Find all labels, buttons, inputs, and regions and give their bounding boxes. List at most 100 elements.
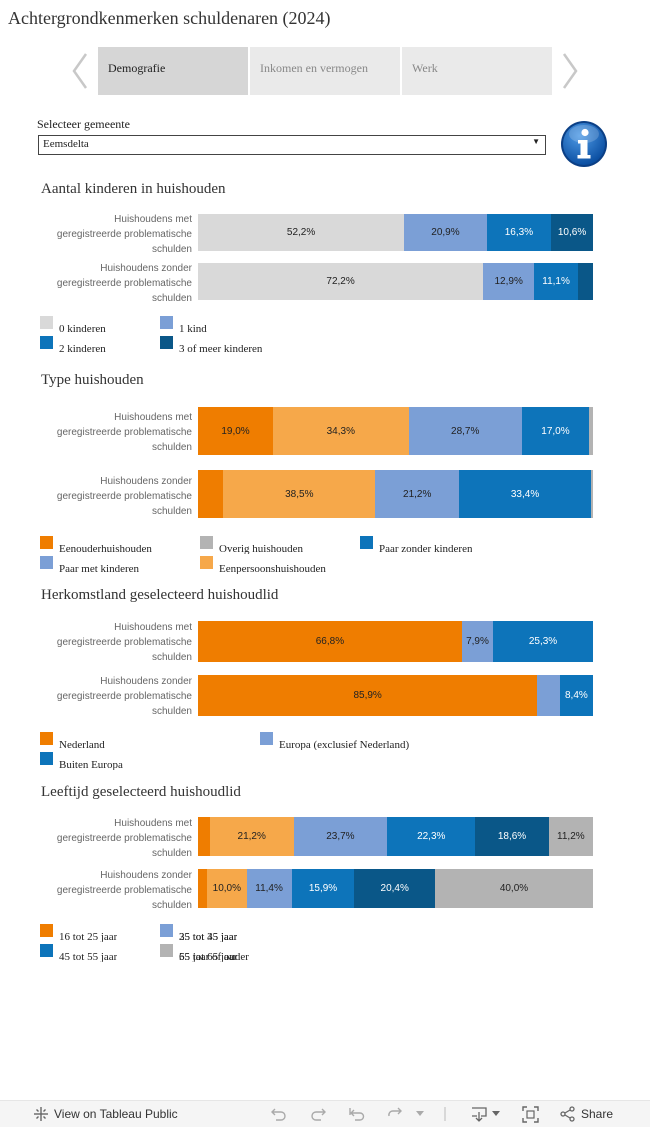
bar-segment-65-jaar-of-ouder[interactable]: 40,0% (435, 869, 593, 908)
row-label: Huishoudens zonder geregistreerde problem… (56, 476, 192, 517)
chart-title: Herkomstland geselecteerd huishoudlid (41, 587, 279, 603)
legend-label: 1 kind (179, 323, 207, 334)
legend-swatch (40, 336, 53, 349)
bar-segment-europa-exclusief-nederland[interactable]: 7,9% (461, 621, 494, 662)
bar-segment-65-jaar-of-ouder[interactable]: 11,2% (548, 817, 593, 856)
bar-segment-35-tot-45-jaar[interactable]: 23,7% (293, 817, 388, 856)
bar-segment-55-tot-65-jaar[interactable]: 18,6% (475, 817, 549, 856)
download-dropdown-icon[interactable] (492, 1105, 500, 1123)
bar-segment-25-tot-35-jaar[interactable]: 10,0% (207, 869, 247, 908)
undo-icon[interactable] (270, 1105, 288, 1123)
bar-segment-3-of-meer-kinderen[interactable]: 10,6% (551, 214, 593, 251)
legend-swatch (160, 336, 173, 349)
legend-item-europa-exclusief-nederland[interactable]: Europa (exclusief Nederland) (260, 732, 409, 750)
tableau-logo-icon (34, 1107, 48, 1121)
bar-segment-0-kinderen[interactable]: 52,2% (198, 214, 405, 251)
data-label: 21,2% (403, 488, 432, 500)
bar-segment-paar-zonder-kinderen[interactable]: 17,0% (521, 407, 590, 455)
bar-segment-buiten-europa[interactable]: 25,3% (493, 621, 593, 662)
legend-swatch (40, 732, 53, 745)
legend-item-16-tot-25-jaar[interactable]: 16 tot 25 jaar (40, 924, 117, 942)
bar-segment-2-kinderen[interactable]: 11,1% (534, 263, 578, 300)
refresh-icon[interactable] (386, 1105, 404, 1123)
data-label: 40,0% (499, 883, 529, 894)
fullscreen-icon[interactable] (522, 1105, 539, 1123)
legend-label: 25 tot 35 jaar (179, 931, 238, 942)
legend-swatch (160, 924, 173, 937)
bar-segment-nederland[interactable]: 85,9% (198, 675, 538, 716)
legend-item-buiten-europa[interactable]: Buiten Europa (40, 752, 123, 770)
legend-item-35-tot-45-jaar[interactable]: 35 tot 45 jaar (160, 924, 237, 942)
bar-segment-nederland[interactable]: 66,8% (198, 621, 462, 662)
bar-segment-45-tot-55-jaar[interactable]: 15,9% (291, 869, 355, 908)
revert-icon[interactable] (348, 1105, 366, 1123)
bar-segment-55-tot-65-jaar[interactable]: 20,4% (354, 869, 435, 908)
legend-swatch (40, 752, 53, 765)
stacked-bar: 85,9% 8,4% (198, 675, 593, 716)
info-icon[interactable] (560, 120, 608, 168)
legend-item-1-kind[interactable]: 1 kind (160, 316, 207, 334)
legend-item-paar-zonder-kinderen[interactable]: Paar zonder kinderen (360, 536, 472, 554)
bar-segment-europa-exclusief-nederland[interactable] (537, 675, 560, 716)
legend-item-nederland[interactable]: Nederland (40, 732, 105, 750)
legend-item-65-jaar-of-ouder[interactable]: 65 jaar of ouder (160, 944, 249, 962)
share-button[interactable]: Share (560, 1105, 613, 1123)
legend-item-2-kinderen[interactable]: 2 kinderen (40, 336, 106, 354)
bar-segment-25-tot-35-jaar[interactable]: 21,2% (209, 817, 294, 856)
legend-item-0-kinderen[interactable]: 0 kinderen (40, 316, 106, 334)
bar-segment-overig-huishouden[interactable] (591, 470, 593, 518)
data-label: 8,4% (565, 690, 588, 701)
bar-segment-3-of-meer-kinderen[interactable] (577, 263, 593, 300)
page-title: Achtergrondkenmerken schuldenaren (2024) (8, 8, 331, 28)
legend-item-eenouderhuishouden[interactable]: Eenouderhuishouden (40, 536, 152, 554)
legend-item-45-tot-55-jaar[interactable]: 45 tot 55 jaar (40, 944, 117, 962)
legend-label: 0 kinderen (59, 323, 106, 334)
bar-segment-35-tot-45-jaar[interactable]: 11,4% (246, 869, 292, 908)
tab-werk[interactable]: Werk (402, 47, 552, 95)
bar-segment-paar-met-kinderen[interactable]: 28,7% (408, 407, 522, 455)
view-on-tableau-button[interactable]: View on Tableau Public (33, 1105, 178, 1123)
bar-segment-paar-met-kinderen[interactable]: 21,2% (375, 470, 460, 518)
bar-segment-buiten-europa[interactable]: 8,4% (559, 675, 593, 716)
data-label: 38,5% (285, 488, 314, 500)
gemeente-select[interactable]: Eemsdelta ▼ (38, 135, 546, 155)
legend-item-3-of-meer-kinderen[interactable]: 3 of meer kinderen (160, 336, 262, 354)
bar-segment-paar-zonder-kinderen[interactable]: 33,4% (459, 470, 592, 518)
row-label: Huishoudens met geregistreerde problemati… (56, 412, 192, 453)
redo-icon[interactable] (309, 1105, 327, 1123)
bar-segment-eenpersoonshuishouden[interactable]: 34,3% (273, 407, 409, 455)
caret-down-icon: ▼ (532, 137, 540, 146)
chart-title: Type huishouden (41, 372, 144, 388)
bar-segment-1-kind[interactable]: 12,9% (483, 263, 535, 300)
legend-item-eenpersoonshuishouden[interactable]: Eenpersoonshuishouden (200, 556, 326, 574)
bar-segment-45-tot-55-jaar[interactable]: 22,3% (387, 817, 476, 856)
refresh-dropdown-icon[interactable] (416, 1105, 424, 1123)
tab-inkomen-en-vermogen[interactable]: Inkomen en vermogen (250, 47, 400, 95)
chart-title: Leeftijd geselecteerd huishoudlid (41, 784, 241, 800)
bar-segment-eenpersoonshuishouden[interactable]: 38,5% (223, 470, 376, 518)
bar-segment-overig-huishouden[interactable] (589, 407, 593, 455)
bar-segment-16-tot-25-jaar[interactable] (198, 817, 210, 856)
download-icon[interactable] (470, 1105, 488, 1123)
bar-segment-0-kinderen[interactable]: 72,2% (198, 263, 484, 300)
legend-swatch (160, 316, 173, 329)
legend-item-overig-huishouden[interactable]: Overig huishouden (200, 536, 303, 554)
row-label: Huishoudens zonder geregistreerde problem… (56, 870, 192, 911)
bar-segment-2-kinderen[interactable]: 16,3% (486, 214, 552, 251)
legend-label: 2 kinderen (59, 343, 106, 354)
previous-arrow-icon[interactable] (68, 50, 92, 92)
data-label: 10,0% (212, 883, 241, 894)
next-arrow-icon[interactable] (558, 50, 582, 92)
legend-label: 35 tot 45 jaar (179, 931, 238, 942)
bar-segment-eenouderhuishouden[interactable] (198, 470, 224, 518)
bar-segment-eenouderhuishouden[interactable]: 19,0% (198, 407, 274, 455)
stacked-bar: 72,2% 12,9% 11,1% (198, 263, 593, 300)
bar-segment-1-kind[interactable]: 20,9% (404, 214, 487, 251)
row-label: Huishoudens met geregistreerde problemati… (56, 622, 192, 663)
data-label: 66,8% (315, 636, 345, 647)
legend-swatch (260, 732, 273, 745)
bar-segment-16-tot-25-jaar[interactable] (198, 869, 208, 908)
data-label: 11,2% (557, 831, 585, 842)
tab-demografie[interactable]: Demografie (98, 47, 248, 95)
legend-item-paar-met-kinderen[interactable]: Paar met kinderen (40, 556, 139, 574)
